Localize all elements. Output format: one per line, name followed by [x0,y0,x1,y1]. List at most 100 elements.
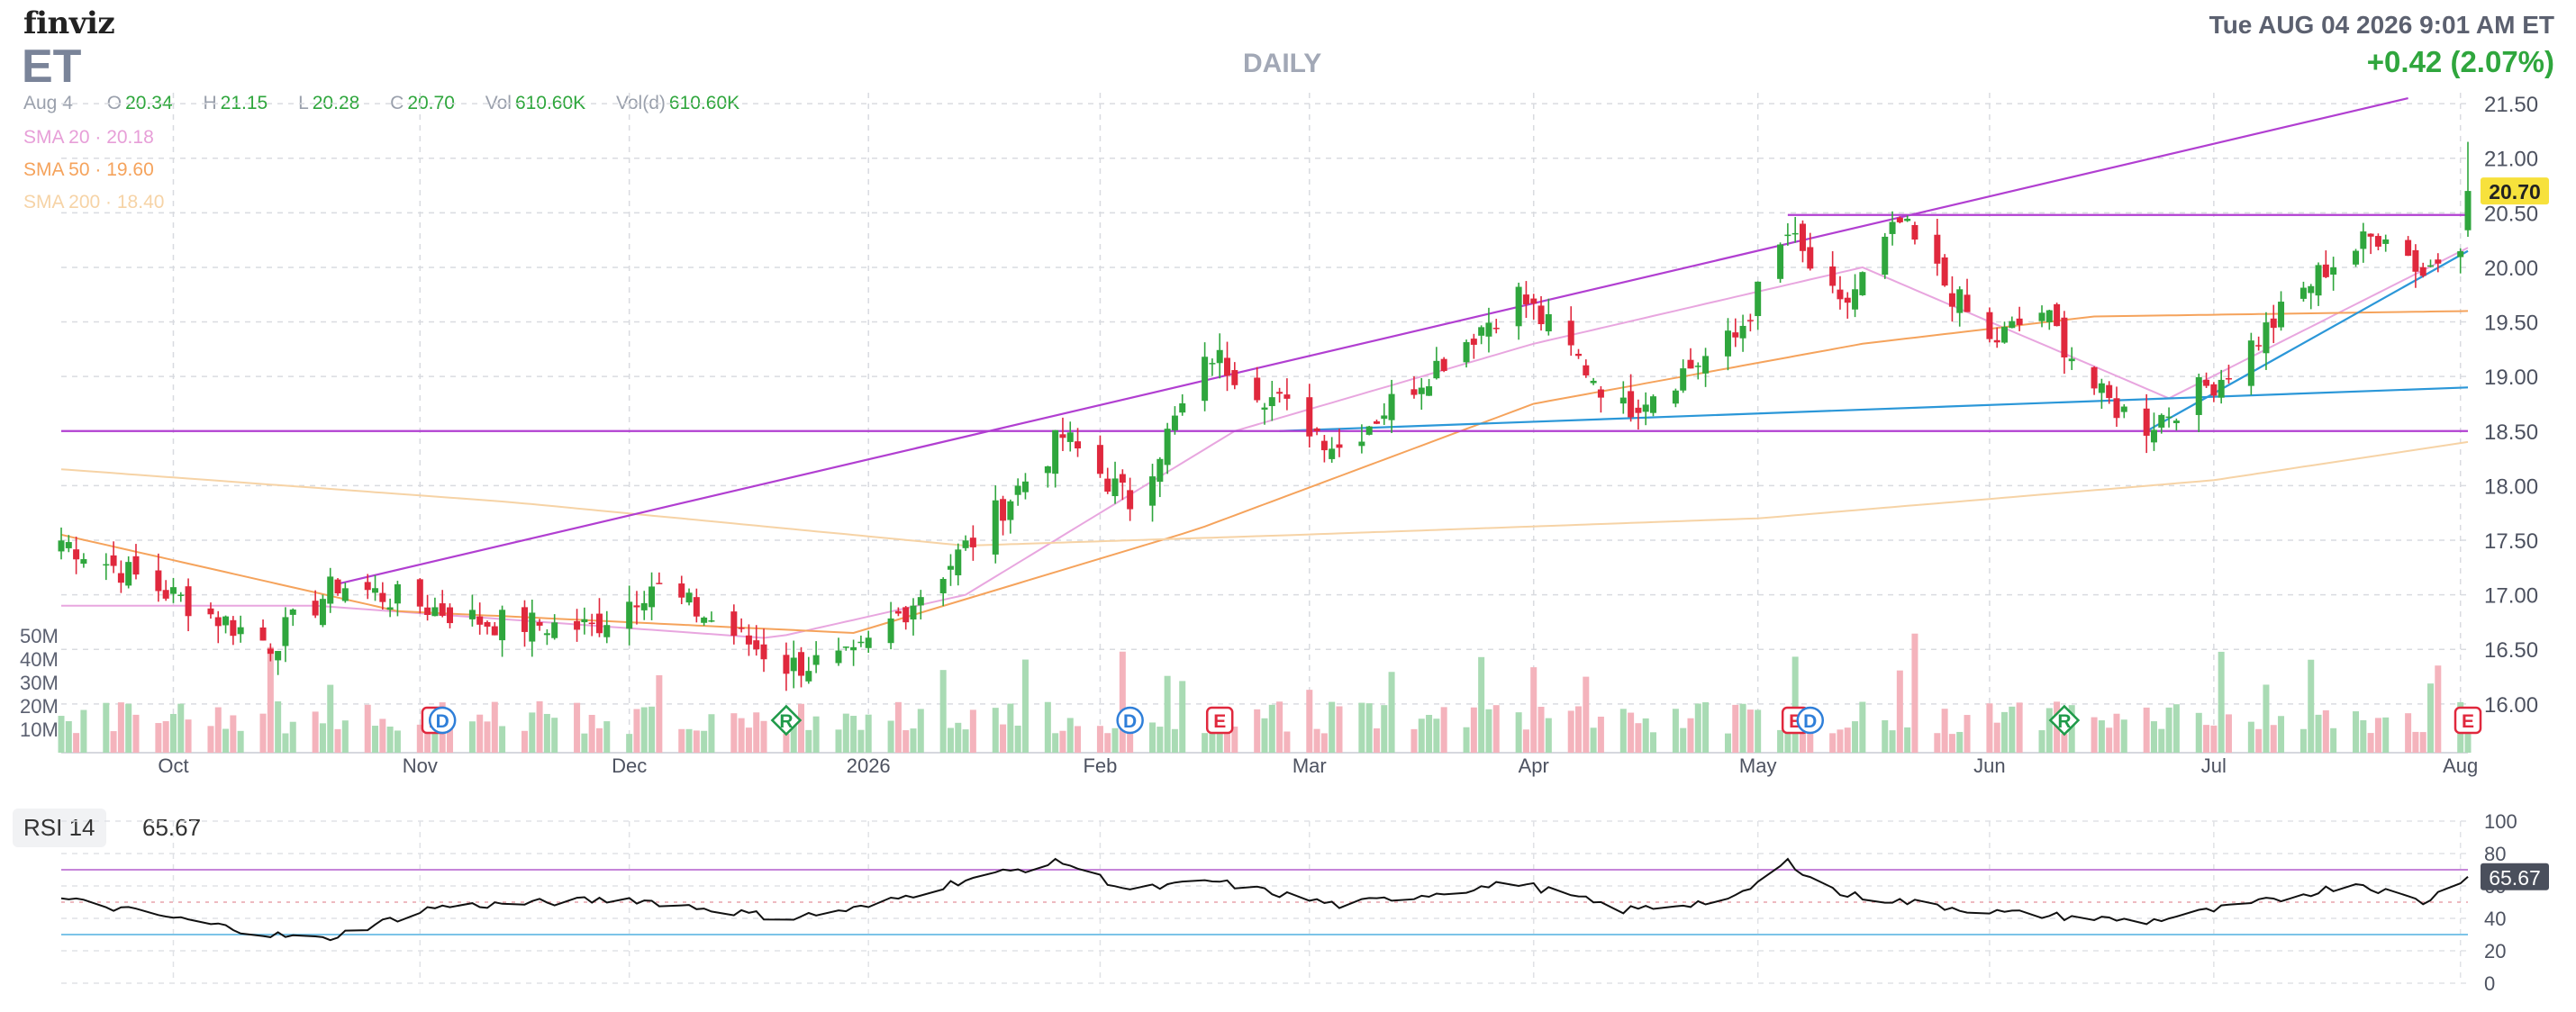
volume-tick-label: 50M [20,625,59,647]
candle-body [1904,218,1911,221]
volume-bar [491,701,498,753]
sma50-legend[interactable]: SMA 50 · 19.60 [23,159,154,180]
candle-body [1000,499,1007,521]
candle-body [2278,302,2285,328]
rsi-tick-label: 80 [2484,843,2506,865]
volume-bar [1478,656,1485,753]
last-price-label: 20.70 [2489,180,2541,203]
candle-body [1642,404,1649,412]
volume-bar [2330,727,2337,753]
volume-bar [327,684,334,753]
event-markers[interactable]: EDRDEEDRE [421,704,2482,736]
volume-bar [1777,729,1784,753]
sma20-legend[interactable]: SMA 20 · 20.18 [23,127,154,148]
dividend-marker [428,706,457,735]
sma200-legend[interactable]: SMA 200 · 18.40 [23,192,165,212]
rsi-label[interactable]: RSI 14 [13,809,106,847]
volume-bar [1537,706,1545,753]
candle-body [439,603,446,616]
candle-body [529,612,536,642]
candle-body [2045,310,2053,322]
volume-bar [447,721,454,753]
candle-body [259,627,267,641]
candle-body [656,583,663,584]
candle-body [1254,377,1261,401]
candle-body [1515,286,1522,327]
volume-bar [1276,701,1283,753]
volume-bar [2263,684,2270,753]
price-chart[interactable]: EDRDEEDRE 16.0016.5017.0017.5018.0018.50… [0,0,2576,792]
candle-body [1628,391,1635,418]
volume-bar [2001,711,2009,753]
high-value: 21.15 [220,93,268,113]
volume-bar [708,714,715,753]
volume-bar [2419,732,2426,753]
volume-bar [1268,704,1275,753]
x-tick-label: Jul [2201,754,2227,777]
candle-body [2061,317,2068,358]
candle-body [1365,426,1373,435]
candle-body [1171,415,1178,430]
volume-bar [595,727,603,753]
volume-tick-label: 40M [20,648,59,671]
volume-bar [177,703,185,753]
candle-body [798,652,805,676]
volume-bar [1127,732,1134,753]
volume-bar [2172,704,2180,753]
volume-bar [1628,712,1635,753]
volume-bar [1313,728,1320,753]
candle-body [2001,326,2009,343]
candle-body [1702,356,1710,374]
candle-body [1426,386,1433,396]
rsi-tick-label: 20 [2484,940,2506,962]
candle-body [588,622,595,625]
candle-body [1224,357,1231,376]
candle-body [1777,244,1784,279]
event-marker-label: E [2462,711,2474,732]
volume-bar [1755,709,1762,753]
candle-body [364,582,371,591]
volume-bar [1889,730,1896,753]
candle-body [1799,223,1806,251]
candle-body [2143,408,2150,436]
volume-bar [1373,727,1380,753]
candles [58,141,2472,691]
candle-body [685,592,693,603]
y-tick-label: 18.00 [2484,474,2538,499]
candle-body [1127,490,1134,510]
rsi-series-line [60,857,2469,942]
x-tick-label: Nov [403,754,438,777]
volume-bar [1410,728,1418,753]
candle-body [595,613,603,634]
volume-bar [2098,720,2105,753]
candle-body [1746,320,1754,321]
candle-body [447,607,454,624]
rsi-chart[interactable]: 10080604020065.67 [0,792,2576,1012]
candle-body [2382,239,2390,244]
rsi-axis: 10080604020065.67 [2481,810,2549,995]
volume-bar [1164,675,1171,753]
volume-bar [2218,651,2225,753]
candle-body [312,601,319,616]
volume-bar [2068,705,2075,753]
candle-body [894,610,902,614]
volume-bar [1672,709,1679,753]
volume-bar [1948,734,1955,753]
finviz-logo[interactable]: finviz [23,5,115,41]
candle-body [760,644,767,660]
volume-bar [2203,725,2210,753]
volume-bar [1941,709,1948,753]
volume-bar [1545,718,1552,753]
volume-bar [2412,731,2419,753]
candle-body [1066,432,1074,442]
volume-bar [2299,728,2307,753]
volume-bar [1567,710,1574,753]
volume-bar [1687,718,1694,753]
y-tick-label: 18.50 [2484,420,2538,445]
candle-body [1590,380,1597,384]
trendlines[interactable] [61,96,2469,585]
candle-body [842,646,849,648]
candle-body [2270,318,2277,329]
candle-body [1583,365,1590,375]
volume-bar [969,709,976,753]
